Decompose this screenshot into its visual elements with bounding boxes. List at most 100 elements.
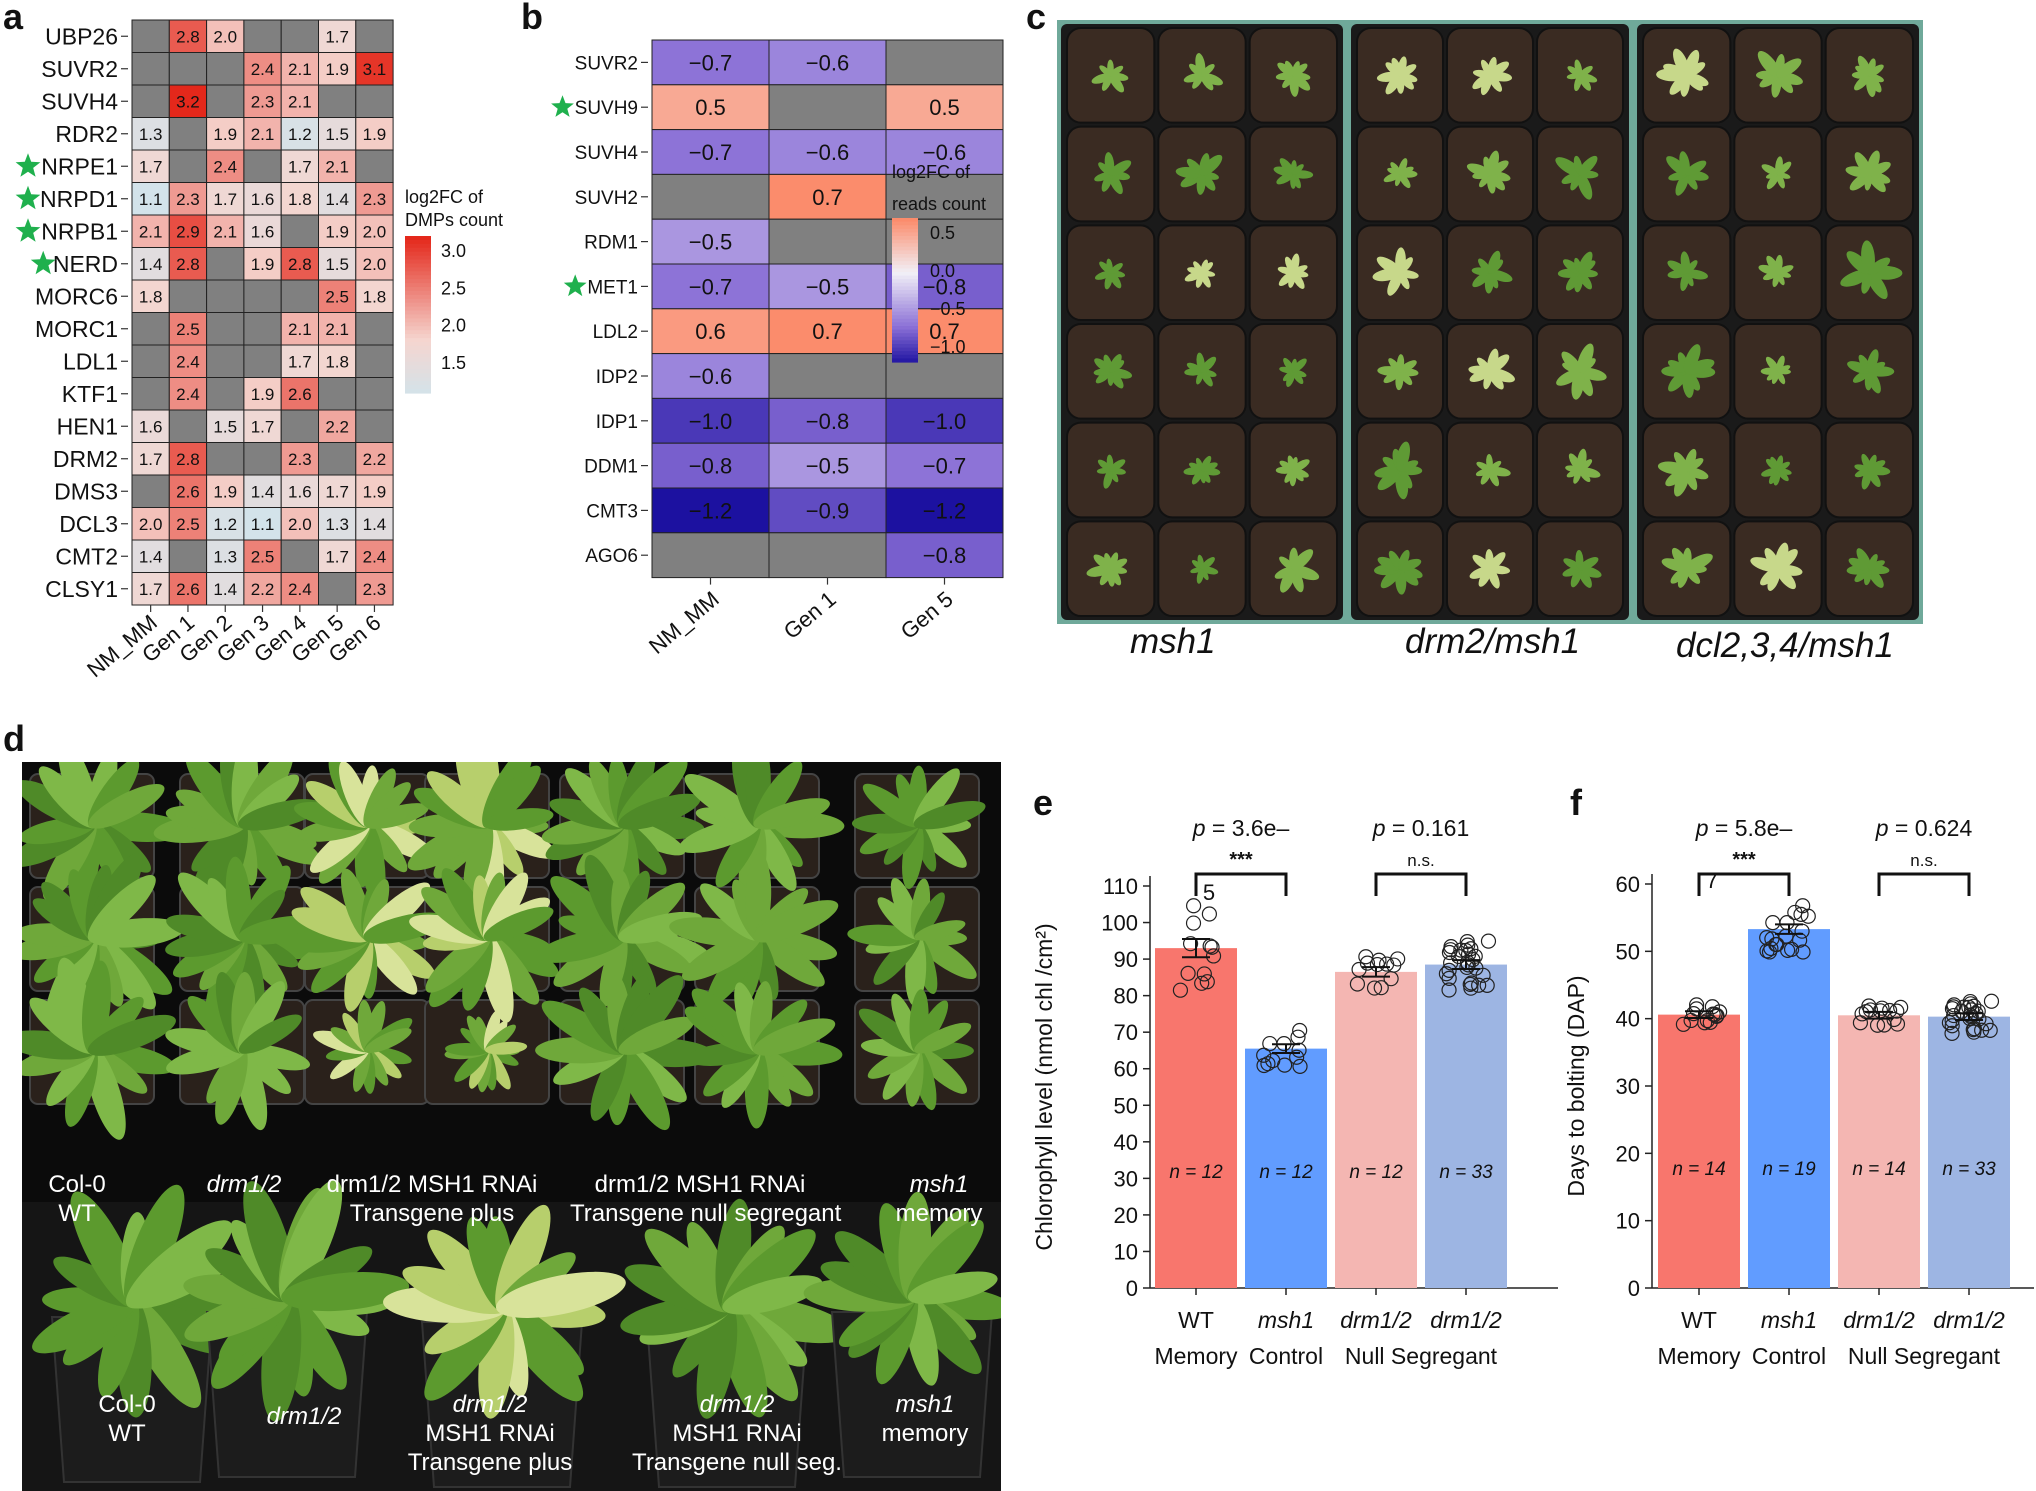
heatmap-b-value: −0.7 [923,454,966,479]
heatmap-b-legend-swatch [892,228,918,233]
rosette [1776,355,1785,373]
data-point [1954,1003,1970,1019]
rosette [1685,160,1707,176]
panel-label-a: a [3,0,24,37]
heatmap-a-legend-swatch [405,287,431,292]
y-tick-label: 60 [1114,1057,1138,1082]
data-point [1289,1049,1305,1065]
n-label: n = 12 [1259,1162,1313,1183]
heatmap-a-legend-swatch [405,318,431,323]
heatmap-a-legend-swatch [405,369,431,374]
genotype-label-dcl234-msh1: dcl2,3,4/msh1 [1676,626,1894,665]
data-point [1441,944,1458,961]
caption-line: WT [58,1200,96,1227]
heatmap-a-cell [318,539,357,573]
heatmap-a-cell [131,84,170,118]
heatmap-b-cell [651,218,770,265]
heatmap-a-cell [131,539,170,573]
heatmap-a-legend-swatch [405,279,431,284]
rosette [1291,565,1320,581]
heatmap-a-cell [318,312,357,346]
heatmap-b-value: −0.6 [689,364,732,389]
rosette [1488,370,1504,390]
heatmap-b-legend-swatch [892,236,918,241]
heatmap-b-legend-swatch [892,326,918,331]
heatmap-a-legend-swatch [405,357,431,363]
rosette [1488,354,1510,373]
heatmap-a-star-icon [15,153,41,177]
heatmap-a-cell [131,409,170,443]
data-point [1944,1025,1960,1041]
rosette [1578,155,1598,176]
rosette [1777,265,1794,275]
y-tick-label: 0 [1628,1276,1640,1301]
heatmap-b-cell [768,84,887,131]
heatmap-a-cell [280,507,320,541]
caption-line: MSH1 RNAi [425,1420,555,1447]
heatmap-a-cell [206,149,245,183]
caption-bottom-null-seg: drm1/2 MSH1 RNAi Transgene null seg. [622,1390,852,1477]
heatmap-a-cell [318,344,357,378]
heatmap-a-cell [280,19,320,53]
heatmap-b-legend-swatch [892,264,918,269]
data-point [1874,1000,1890,1016]
rosette [1667,260,1688,275]
rosette [1398,460,1419,472]
y-axis-label: Days to bolting (DAP) [1566,975,1589,1196]
heatmap-a-star-icon [30,250,56,275]
heatmap-a-cell [206,572,245,606]
rosette [1679,151,1690,176]
heatmap-a-value: 2.0 [288,515,312,534]
data-point [1441,970,1457,986]
heatmap-b-gene-label: RDM1 [584,233,638,254]
plant [237,981,286,1054]
plant-phenotype-image [22,762,1001,1491]
data-point [1186,898,1202,914]
plant [344,933,374,1012]
bar [1335,971,1417,1288]
heatmap-a-legend-swatch [405,353,431,359]
heatmap-a-value: 1.5 [325,125,349,144]
rosette [1186,362,1203,373]
panel-label-c: c [1026,0,1047,37]
significance-bracket [1374,872,1468,896]
plant [98,1297,140,1398]
category-label: drm1/2 [1340,1307,1412,1333]
heatmap-a-cell [168,117,208,151]
heatmap-b-value: −0.6 [923,140,966,165]
bar [1928,1016,2010,1288]
heatmap-a-legend-swatch [405,294,431,300]
significance-bracket [1877,872,1971,896]
heatmap-a-gene-label: HEN1 [57,413,118,439]
plant [87,1014,176,1056]
heatmap-a-cell [243,539,282,573]
group-label: Control [1249,1343,1323,1369]
y-tick-label: 10 [1616,1209,1640,1234]
heatmap-a-value: 2.5 [176,515,200,534]
heatmap-a-gene-label: CLSY1 [45,576,118,602]
heatmap-b-gene-label: SUVH9 [575,98,638,119]
heatmap-a-cell [131,117,170,151]
data-point [1196,966,1212,982]
data-point [1205,948,1222,964]
heatmap-b-legend-swatch [892,304,918,309]
heatmap-a-value: 1.9 [251,255,275,274]
rosette [1292,265,1308,275]
heatmap-a-value: 2.1 [213,222,237,241]
heatmap-a-cell [355,344,394,378]
rosette [1556,369,1582,386]
rosette [1578,557,1599,571]
heatmap-a-value: 2.8 [288,255,312,274]
caption-line: Transgene null segregant [570,1200,842,1227]
data-point [1479,977,1495,994]
heatmap-b-gene-label: AGO6 [585,546,638,567]
rosette [1776,58,1802,78]
y-tick-label: 50 [1616,939,1640,964]
plant [126,1251,232,1309]
rosette [1284,469,1295,483]
rosette [1867,567,1884,588]
data-point [1944,1018,1960,1034]
heatmap-b-value: 0.7 [929,319,960,344]
caption-line: Transgene null seg. [632,1449,842,1476]
heatmap-a-cell [131,182,170,216]
